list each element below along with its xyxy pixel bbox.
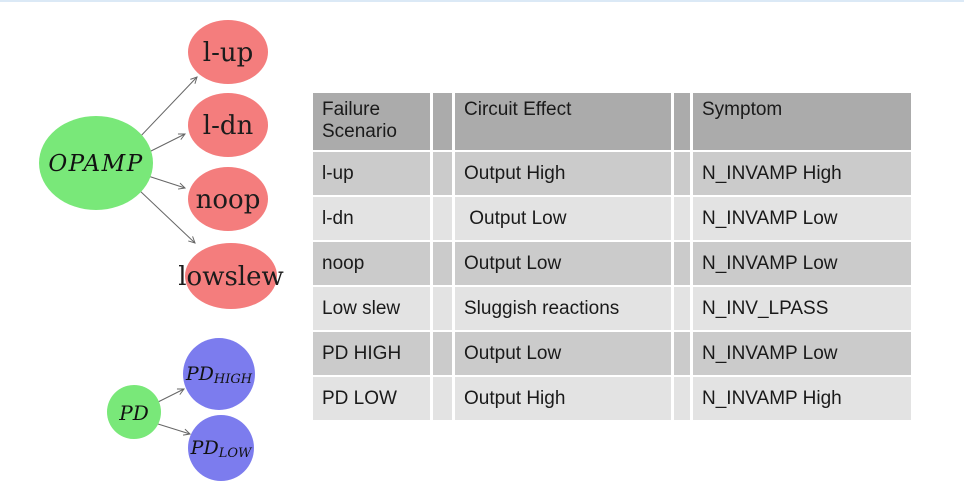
table-row-lowslew: Low slew Sluggish reactions N_INV_LPASS bbox=[313, 287, 911, 330]
pdhigh-node bbox=[183, 338, 255, 410]
cell-effect: Output Low bbox=[455, 242, 671, 285]
cell-symptom: N_INVAMP Low bbox=[693, 197, 911, 240]
header-cell-symptom: Symptom bbox=[693, 93, 911, 150]
lup-node bbox=[188, 20, 268, 84]
table-row-pdhigh: PD HIGH Output Low N_INVAMP Low bbox=[313, 332, 911, 375]
table-header-row: Failure Scenario Circuit Effect Symptom bbox=[313, 93, 911, 150]
pd-node-label: PD bbox=[118, 401, 149, 425]
cell-scenario: l-up bbox=[313, 152, 430, 195]
arrow-opamp-lowslew bbox=[138, 189, 196, 244]
header-cell-circuit-effect: Circuit Effect bbox=[455, 93, 671, 150]
cell-spacer bbox=[674, 197, 690, 240]
cell-spacer bbox=[433, 332, 452, 375]
cell-effect: Output Low bbox=[455, 332, 671, 375]
header-spacer-1 bbox=[433, 93, 452, 150]
arrow-opamp-lup bbox=[136, 76, 198, 141]
cell-spacer bbox=[433, 242, 452, 285]
pdlow-node bbox=[188, 415, 254, 481]
pdlow-node-label: PDLOW bbox=[190, 437, 253, 461]
opamp-node bbox=[39, 116, 153, 210]
cell-effect: Sluggish reactions bbox=[455, 287, 671, 330]
table-row-noop: noop Output Low N_INVAMP Low bbox=[313, 242, 911, 285]
cell-scenario: PD HIGH bbox=[313, 332, 430, 375]
cell-symptom: N_INVAMP High bbox=[693, 377, 911, 420]
arrow-opamp-noop bbox=[147, 175, 187, 190]
cell-effect: Output High bbox=[455, 377, 671, 420]
failure-table: Failure Scenario Circuit Effect Symptom … bbox=[310, 91, 914, 422]
ldn-node-label: l-dn bbox=[203, 111, 254, 141]
fault-tree-diagram: OPAMP l-up l-dn noop lowslew PD PDHIGH P… bbox=[39, 20, 284, 481]
cell-scenario: PD LOW bbox=[313, 377, 430, 420]
cell-spacer bbox=[433, 197, 452, 240]
header-spacer-2 bbox=[674, 93, 690, 150]
cell-spacer bbox=[433, 152, 452, 195]
pdhigh-node-label: PDHIGH bbox=[185, 363, 253, 387]
opamp-node-label: OPAMP bbox=[48, 151, 143, 177]
pdlow-label-subscript: LOW bbox=[218, 446, 253, 461]
table-row-ldn: l-dn Output Low N_INVAMP Low bbox=[313, 197, 911, 240]
top-accent-line bbox=[0, 0, 964, 2]
noop-node-label: noop bbox=[196, 185, 261, 215]
cell-symptom: N_INVAMP Low bbox=[693, 242, 911, 285]
table-row-pdlow: PD LOW Output High N_INVAMP High bbox=[313, 377, 911, 420]
cell-effect: Output Low bbox=[455, 197, 671, 240]
ldn-node bbox=[188, 93, 268, 157]
cell-spacer bbox=[674, 332, 690, 375]
arrow-opamp-ldn bbox=[148, 133, 186, 153]
lup-node-label: l-up bbox=[203, 38, 254, 68]
cell-symptom: N_INVAMP Low bbox=[693, 332, 911, 375]
arrow-pd-pdlow bbox=[157, 423, 192, 436]
cell-symptom: N_INVAMP High bbox=[693, 152, 911, 195]
cell-effect: Output High bbox=[455, 152, 671, 195]
table-row-lup: l-up Output High N_INVAMP High bbox=[313, 152, 911, 195]
cell-spacer bbox=[674, 152, 690, 195]
lowslew-node bbox=[185, 243, 277, 309]
noop-node bbox=[188, 167, 268, 231]
cell-scenario: Low slew bbox=[313, 287, 430, 330]
pdlow-label-base: PD bbox=[190, 437, 219, 459]
cell-spacer bbox=[433, 287, 452, 330]
arrow-pd-pdhigh bbox=[157, 388, 185, 403]
cell-scenario: l-dn bbox=[313, 197, 430, 240]
pd-node bbox=[107, 385, 161, 439]
opamp-arrows bbox=[136, 76, 198, 244]
pd-arrows bbox=[157, 388, 192, 436]
pdhigh-label-subscript: HIGH bbox=[213, 372, 253, 387]
cell-spacer bbox=[674, 377, 690, 420]
cell-symptom: N_INV_LPASS bbox=[693, 287, 911, 330]
header-cell-failure-scenario: Failure Scenario bbox=[313, 93, 430, 150]
failure-table-container: Failure Scenario Circuit Effect Symptom … bbox=[310, 91, 914, 422]
cell-spacer bbox=[674, 242, 690, 285]
cell-scenario: noop bbox=[313, 242, 430, 285]
cell-spacer bbox=[674, 287, 690, 330]
pdhigh-label-base: PD bbox=[185, 363, 214, 385]
lowslew-node-label: lowslew bbox=[178, 262, 284, 292]
cell-spacer bbox=[433, 377, 452, 420]
